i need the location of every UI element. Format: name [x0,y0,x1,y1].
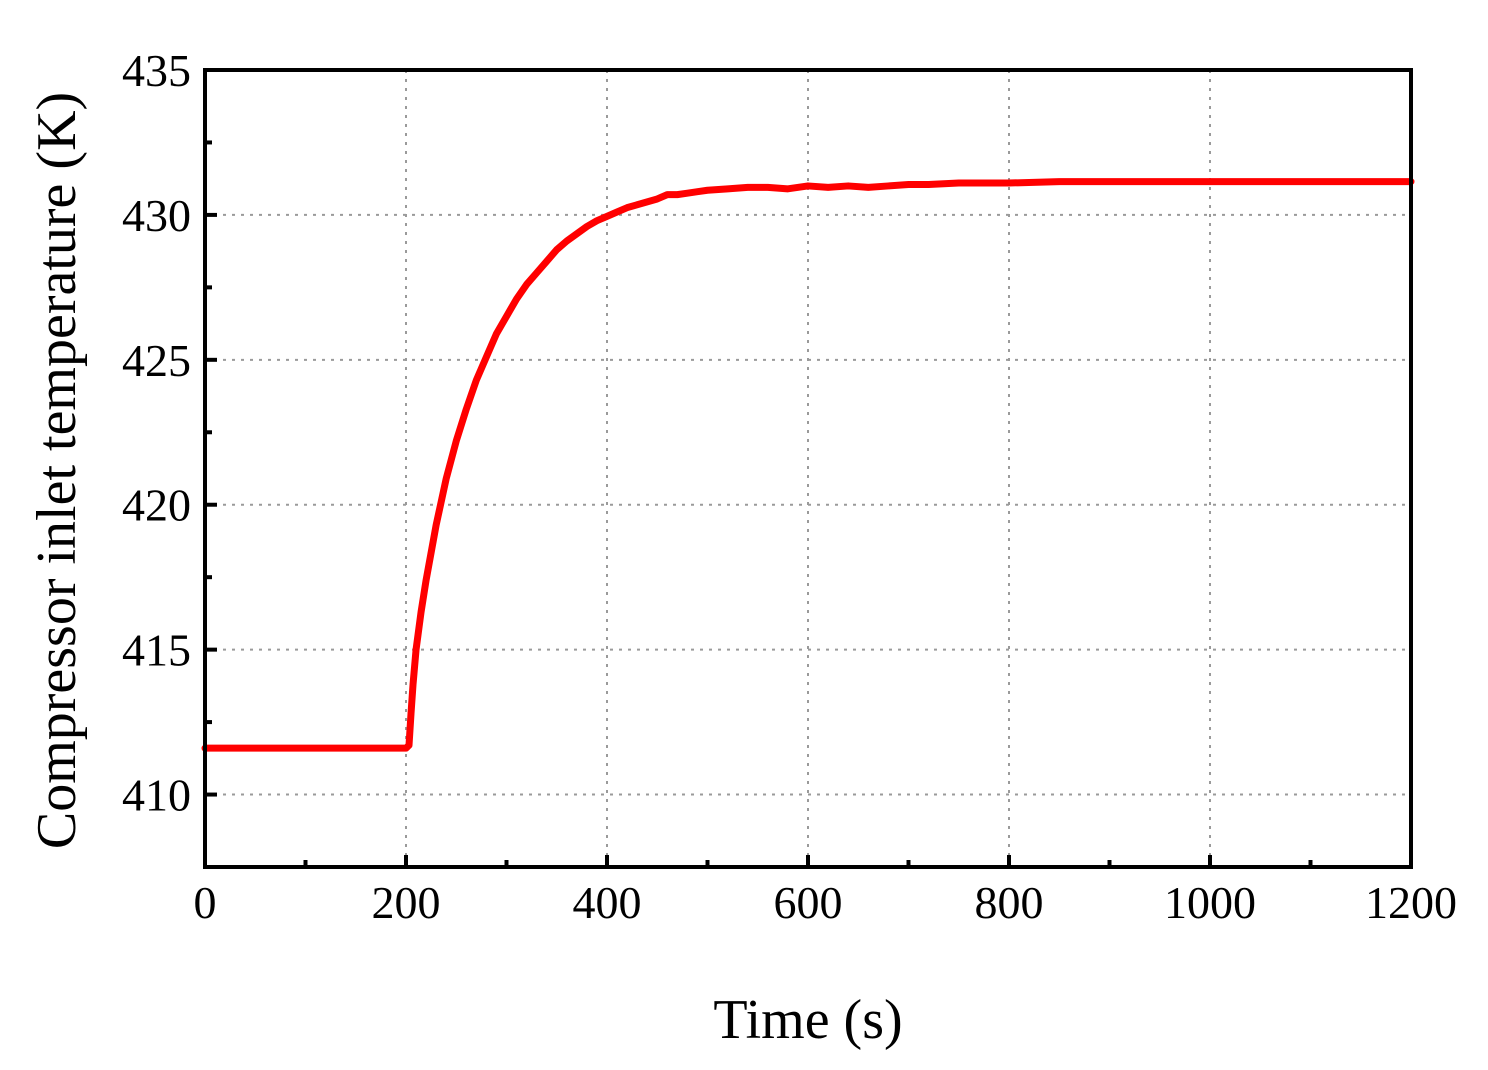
x-tick-label: 400 [573,877,642,928]
y-tick-label: 430 [122,190,191,241]
grid-layer [205,70,1411,867]
x-axis-title: Time (s) [713,989,902,1051]
x-tick-label: 600 [774,877,843,928]
series-layer [201,178,1415,752]
y-tick-label: 435 [122,45,191,96]
y-tick-label: 420 [122,480,191,531]
x-tick-label: 200 [372,877,441,928]
x-tick-label: 0 [194,877,217,928]
y-tick-label: 425 [122,335,191,386]
tick-layer [203,68,1413,867]
x-tick-label: 1000 [1164,877,1256,928]
tick-label-layer: 0 200 400 600 800 1000 1200 410 415 420 425 430 435 [122,45,1457,928]
y-tick-label: 415 [122,625,191,676]
x-tick-label: 800 [975,877,1044,928]
x-tick-label: 1200 [1365,877,1457,928]
series-line-1 [201,178,1415,752]
y-axis-title: Compressor inlet temperature (K) [26,92,88,849]
y-tick-label: 410 [122,770,191,821]
